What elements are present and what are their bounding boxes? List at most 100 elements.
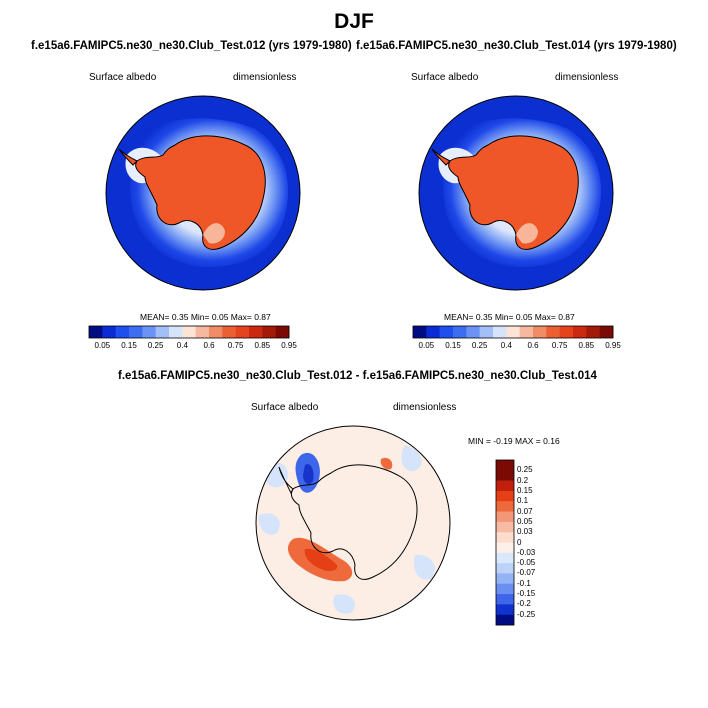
diff-colorbar-box bbox=[496, 542, 514, 554]
panel2-colorbar-tick-label: 0.6 bbox=[527, 341, 539, 350]
panel1-stats: MEAN= 0.35 Min= 0.05 Max= 0.87 bbox=[140, 312, 271, 322]
panel2-max: 0.87 bbox=[558, 312, 575, 322]
antarctica-outline bbox=[290, 464, 418, 580]
panel1-colorbar-box bbox=[182, 326, 196, 338]
panel1-left-label: Surface albedo bbox=[89, 72, 157, 83]
panel2-colorbar-tick-label: 0.25 bbox=[471, 341, 488, 350]
panel2-mean-label: MEAN= bbox=[444, 312, 474, 322]
panel2-colorbar-tick-label: 0.05 bbox=[418, 341, 435, 350]
diff-max-label: MAX = bbox=[515, 436, 541, 446]
panel2-colorbar-border bbox=[412, 325, 614, 339]
diff-colorbar-tick-label: -0.07 bbox=[517, 568, 536, 578]
figure-title: DJF bbox=[334, 10, 374, 33]
panel1-colorbar-border bbox=[88, 325, 290, 339]
panel1-colorbar-box bbox=[102, 326, 116, 338]
diff-colorbar-tick-label: -0.2 bbox=[517, 599, 531, 609]
panel2-colorbar-box bbox=[413, 326, 427, 338]
panel1-colorbar-tick-label: 0.05 bbox=[94, 341, 111, 350]
panel1-colorbar-box bbox=[195, 326, 210, 338]
panel2-colorbar bbox=[412, 325, 614, 339]
panel2-colorbar-box bbox=[586, 326, 600, 338]
diff-colorbar-tick-label: 0.07 bbox=[517, 506, 533, 516]
panel2-colorbar-box bbox=[559, 326, 574, 338]
diff-colorbar-border bbox=[495, 459, 515, 626]
panel2-albedo-map bbox=[418, 95, 614, 291]
panel1-colorbar-tick-label: 0.75 bbox=[227, 341, 244, 350]
panel2-colorbar-box bbox=[439, 326, 454, 338]
neg-patch bbox=[401, 445, 422, 472]
neg-patch bbox=[258, 513, 280, 535]
neg-patch bbox=[333, 594, 356, 614]
panel2-colorbar-box bbox=[546, 326, 560, 338]
panel1-colorbar-box bbox=[155, 326, 170, 338]
diff-albedo-map bbox=[255, 425, 451, 621]
panel1-min-label: Min= bbox=[190, 312, 210, 322]
panel2-colorbar-box bbox=[519, 326, 534, 338]
panel2-colorbar-tick-label: 0.15 bbox=[445, 341, 461, 350]
diff-colorbar-tick-label: 0.15 bbox=[517, 485, 533, 495]
antarctica-land bbox=[448, 135, 579, 250]
diff-colorbar-tick-label: 0 bbox=[517, 537, 522, 547]
panel2-colorbar-box bbox=[466, 326, 480, 338]
panel1-colorbar-box bbox=[89, 326, 103, 338]
panel1-colorbar-tick-label: 0.15 bbox=[121, 341, 137, 350]
diff-colorbar-box bbox=[496, 594, 514, 605]
diff-colorbar-tick-label: -0.25 bbox=[517, 609, 536, 619]
diff-colorbar-tick-label: -0.03 bbox=[517, 547, 536, 557]
panel1-right-label: dimensionless bbox=[233, 72, 297, 83]
panel2-left-label: Surface albedo bbox=[411, 72, 479, 83]
diff-colorbar-box bbox=[496, 583, 514, 595]
diff-stats: MIN = -0.19 MAX = 0.16 bbox=[468, 436, 560, 446]
panel1-colorbar-box bbox=[249, 326, 263, 338]
diff-colorbar-box bbox=[496, 511, 514, 523]
diff-colorbar-box bbox=[496, 532, 514, 543]
diff-min-label: MIN = bbox=[468, 436, 491, 446]
diff-colorbar-box bbox=[496, 470, 514, 481]
diff-colorbar-tick-label: -0.15 bbox=[517, 589, 536, 599]
panel2-colorbar-box bbox=[493, 326, 507, 338]
diff-colorbar-box bbox=[496, 501, 514, 512]
pos-patch bbox=[380, 457, 393, 470]
diff-colorbar-tick-label: -0.1 bbox=[517, 578, 531, 588]
diff-max: 0.16 bbox=[543, 436, 560, 446]
diff-colorbar-tick-label: 0.03 bbox=[517, 527, 533, 537]
panel1-colorbar-box bbox=[169, 326, 183, 338]
ross-ice-shelf bbox=[516, 223, 538, 244]
panel1-colorbar-box bbox=[262, 326, 276, 338]
diff-colorbar-box bbox=[496, 573, 514, 585]
panel1-colorbar-tick-label: 0.25 bbox=[147, 341, 164, 350]
panel1-mean-label: MEAN= bbox=[140, 312, 170, 322]
panel1-max: 0.87 bbox=[254, 312, 271, 322]
panel1-colorbar-box bbox=[129, 326, 143, 338]
diff-colorbar-box bbox=[496, 480, 514, 492]
panel2-right-label: dimensionless bbox=[555, 72, 619, 83]
panel1-albedo-map bbox=[105, 95, 301, 291]
diff-colorbar bbox=[495, 459, 515, 626]
panel1-title: f.e15a6.FAMIPC5.ne30_ne30.Club_Test.012 … bbox=[31, 40, 352, 52]
diff-colorbar-box bbox=[496, 563, 514, 574]
diff-right-label: dimensionless bbox=[393, 402, 457, 413]
panel1-colorbar-box bbox=[142, 326, 156, 338]
panel1-colorbar-box bbox=[209, 326, 223, 338]
ross-ice-shelf bbox=[203, 223, 225, 244]
panel1-min: 0.05 bbox=[211, 312, 229, 322]
panel1-colorbar-box bbox=[115, 326, 130, 338]
antarctica-land bbox=[135, 135, 266, 250]
diff-colorbar-tick-label: 0.05 bbox=[517, 516, 533, 526]
panel2-colorbar-box bbox=[453, 326, 467, 338]
panel1-colorbar-box bbox=[222, 326, 236, 338]
diff-left-label: Surface albedo bbox=[251, 402, 319, 413]
panel1-colorbar-box bbox=[235, 326, 250, 338]
neg-core bbox=[303, 464, 314, 484]
diff-colorbar-tick-label: 0.1 bbox=[517, 496, 529, 506]
panel2-min: 0.05 bbox=[515, 312, 533, 322]
panel1-colorbar-box bbox=[275, 326, 290, 338]
peninsula bbox=[118, 148, 138, 166]
panel2-stats: MEAN= 0.35 Min= 0.05 Max= 0.87 bbox=[444, 312, 575, 322]
panel1-mean: 0.35 bbox=[171, 312, 189, 322]
diff-title: f.e15a6.FAMIPC5.ne30_ne30.Club_Test.012 … bbox=[118, 370, 597, 382]
diff-colorbar-box bbox=[496, 604, 514, 615]
panel2-colorbar-tick-label: 0.85 bbox=[578, 341, 595, 350]
panel2-min-label: Min= bbox=[494, 312, 514, 322]
panel1-colorbar-tick-label: 0.85 bbox=[254, 341, 271, 350]
